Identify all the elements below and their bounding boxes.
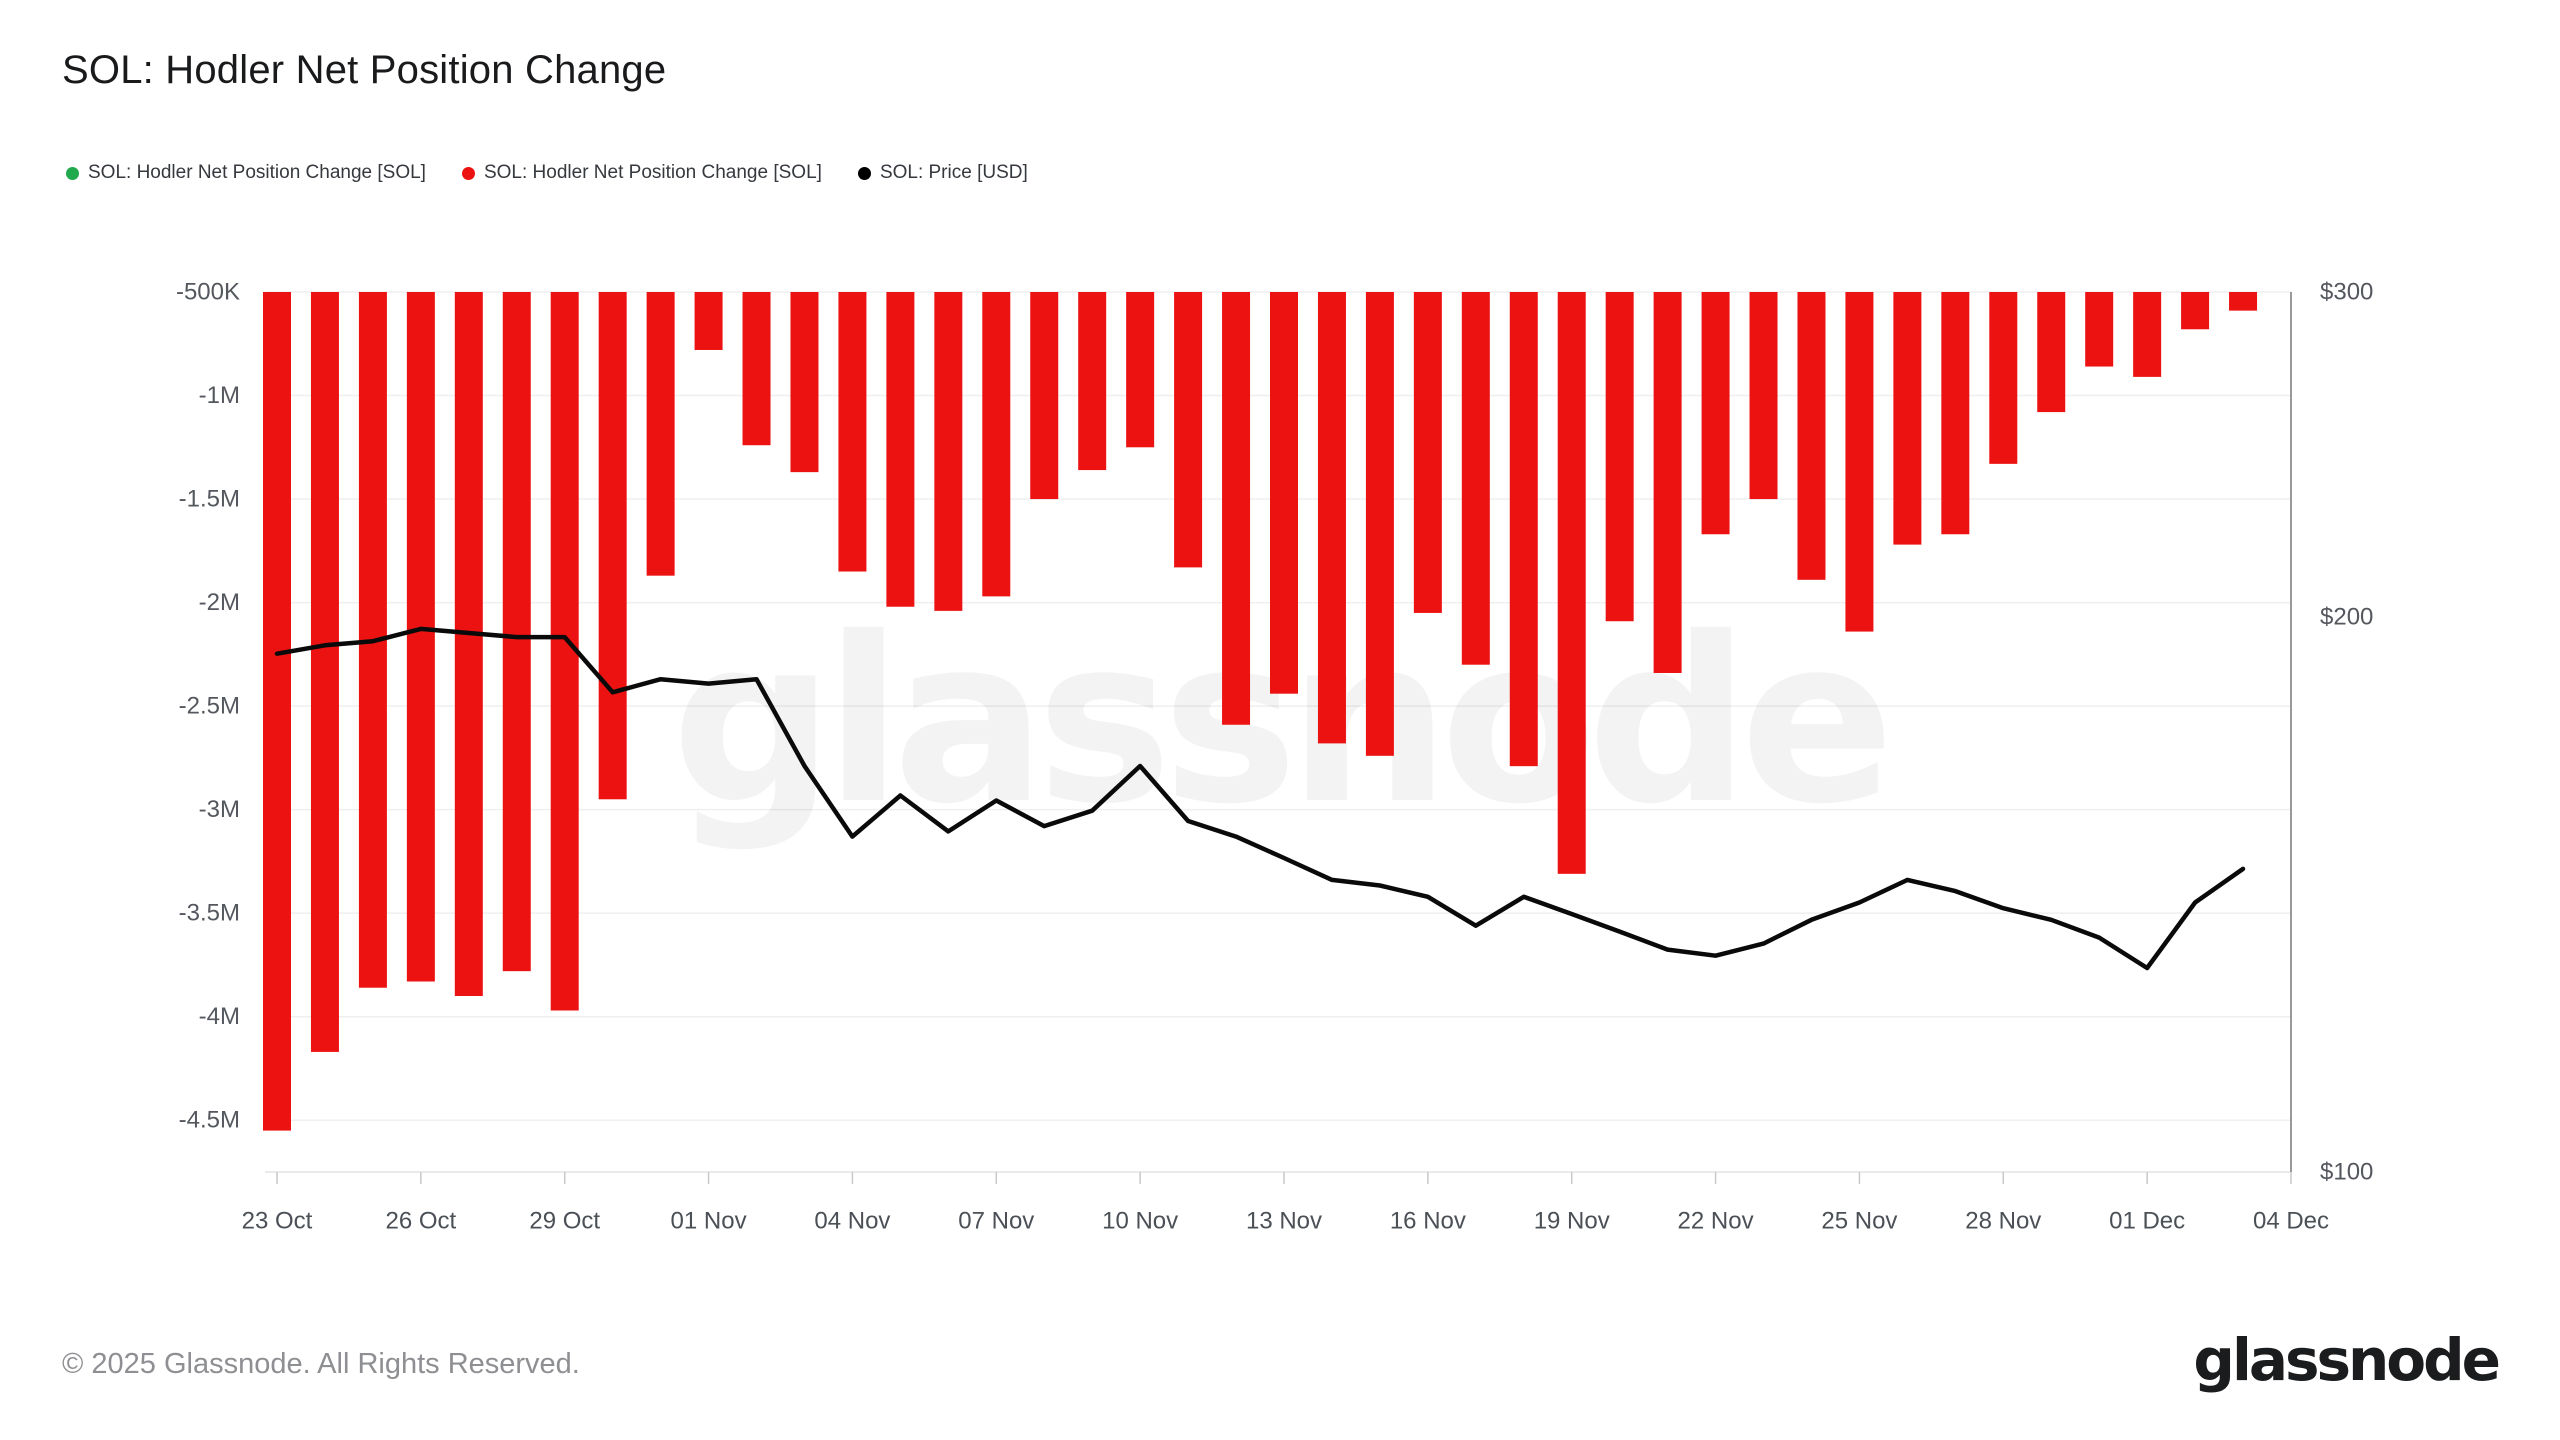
y-axis-left-tick-label: -2.5M xyxy=(179,693,240,720)
x-axis-tick-label: 04 Nov xyxy=(814,1208,890,1235)
x-axis-tick-label: 22 Nov xyxy=(1678,1208,1754,1235)
bar[interactable] xyxy=(1270,292,1298,694)
legend-item-hodler-net-position-green[interactable]: SOL: Hodler Net Position Change [SOL] xyxy=(66,162,426,184)
y-axis-right-tick-label: $300 xyxy=(2320,279,2373,306)
bar[interactable] xyxy=(1365,292,1394,756)
y-axis-right-labels: $300 $200 $100 xyxy=(2320,279,2373,1186)
bar[interactable] xyxy=(1989,292,2018,464)
y-axis-left-tick-label: -1.5M xyxy=(179,486,240,513)
bar[interactable] xyxy=(1797,292,1826,580)
bar[interactable] xyxy=(694,292,723,350)
bar[interactable] xyxy=(886,292,915,607)
bar[interactable] xyxy=(2085,292,2114,367)
bar[interactable] xyxy=(598,292,627,800)
legend-item-price[interactable]: SOL: Price [USD] xyxy=(857,162,1028,184)
bar[interactable] xyxy=(1509,292,1538,767)
bar[interactable] xyxy=(2181,292,2210,330)
legend-dot-green-icon xyxy=(66,166,79,180)
bar-series xyxy=(263,292,2258,1131)
bar[interactable] xyxy=(1078,292,1107,471)
bar[interactable] xyxy=(1461,292,1490,665)
page-title: SOL: Hodler Net Position Change xyxy=(62,48,667,92)
x-axis-tick-label: 29 Oct xyxy=(529,1208,600,1235)
bar[interactable] xyxy=(1174,292,1203,568)
price-line[interactable] xyxy=(274,626,2246,971)
bar[interactable] xyxy=(310,292,339,1052)
y-axis-left-tick-label: -4.5M xyxy=(179,1107,240,1134)
footer-copyright: © 2025 Glassnode. All Rights Reserved. xyxy=(62,1348,580,1380)
legend-dot-red-icon xyxy=(461,166,475,180)
x-axis-tick-label: 10 Nov xyxy=(1102,1208,1178,1235)
y-axis-right-tick-label: $100 xyxy=(2320,1159,2373,1186)
bar[interactable] xyxy=(934,292,963,611)
bar[interactable] xyxy=(1413,292,1442,613)
bar[interactable] xyxy=(1317,292,1346,744)
y-axis-left-tick-label: -3.5M xyxy=(179,900,240,927)
bar[interactable] xyxy=(1557,292,1586,874)
bar[interactable] xyxy=(1845,292,1874,632)
x-axis-tick-label: 01 Dec xyxy=(2109,1208,2185,1235)
x-axis-tick-label: 13 Nov xyxy=(1246,1208,1322,1235)
x-axis-tick-label: 04 Dec xyxy=(2253,1208,2329,1235)
bar[interactable] xyxy=(646,292,675,576)
x-axis-tick-label: 19 Nov xyxy=(1534,1208,1610,1235)
x-axis-tick-label: 26 Oct xyxy=(386,1208,457,1235)
x-axis-tick-label: 28 Nov xyxy=(1965,1208,2041,1235)
x-axis-labels: 23 Oct 26 Oct 29 Oct 01 Nov 04 Nov 07 Nov 10 N… xyxy=(242,1208,2329,1235)
axes xyxy=(265,292,2292,1184)
y-axis-left-tick-label: -500K xyxy=(176,279,240,306)
y-axis-left-tick-label: -4M xyxy=(199,1003,240,1030)
y-axis-left-labels: -500K -1M -1.5M -2M -2.5M -3M -3.5M -4M -4.5M xyxy=(176,279,240,1134)
y-axis-right-tick-label: $200 xyxy=(2320,603,2373,630)
bar[interactable] xyxy=(2133,292,2162,377)
x-axis-tick-label: 25 Nov xyxy=(1821,1208,1897,1235)
x-axis-tick-label: 07 Nov xyxy=(958,1208,1034,1235)
bar[interactable] xyxy=(742,292,771,446)
x-axis-tick-label: 16 Nov xyxy=(1390,1208,1466,1235)
bar[interactable] xyxy=(2229,292,2258,311)
bar[interactable] xyxy=(406,292,435,982)
bar[interactable] xyxy=(1030,292,1059,500)
bar[interactable] xyxy=(2037,292,2066,413)
bar[interactable] xyxy=(1222,292,1251,725)
bar[interactable] xyxy=(1605,292,1634,622)
glassnode-logo: glassnode xyxy=(2193,1326,2501,1394)
bar[interactable] xyxy=(1941,292,1970,535)
legend-item-hodler-net-position-red[interactable]: SOL: Hodler Net Position Change [SOL] xyxy=(461,162,822,184)
x-axis-tick-label: 23 Oct xyxy=(242,1208,313,1235)
legend-dot-black-icon xyxy=(857,166,871,180)
x-axis-tick-label: 01 Nov xyxy=(671,1208,747,1235)
bar[interactable] xyxy=(982,292,1011,597)
bar[interactable] xyxy=(263,292,291,1131)
bar[interactable] xyxy=(838,292,867,572)
legend: SOL: Hodler Net Position Change [SOL] SO… xyxy=(66,162,1028,184)
legend-item-label: SOL: Price [USD] xyxy=(879,162,1028,183)
y-axis-left-tick-label: -2M xyxy=(199,589,240,616)
bar[interactable] xyxy=(1126,292,1155,448)
bar[interactable] xyxy=(1749,292,1778,500)
bar[interactable] xyxy=(1893,292,1922,545)
y-axis-left-tick-label: -3M xyxy=(199,796,240,823)
bar[interactable] xyxy=(1701,292,1730,535)
y-axis-left-tick-label: -1M xyxy=(199,382,240,409)
legend-item-label: SOL: Hodler Net Position Change [SOL] xyxy=(88,162,426,183)
bar[interactable] xyxy=(454,292,483,996)
legend-item-label: SOL: Hodler Net Position Change [SOL] xyxy=(483,162,822,183)
bar[interactable] xyxy=(790,292,819,473)
bar[interactable] xyxy=(502,292,531,972)
bar[interactable] xyxy=(1653,292,1682,673)
